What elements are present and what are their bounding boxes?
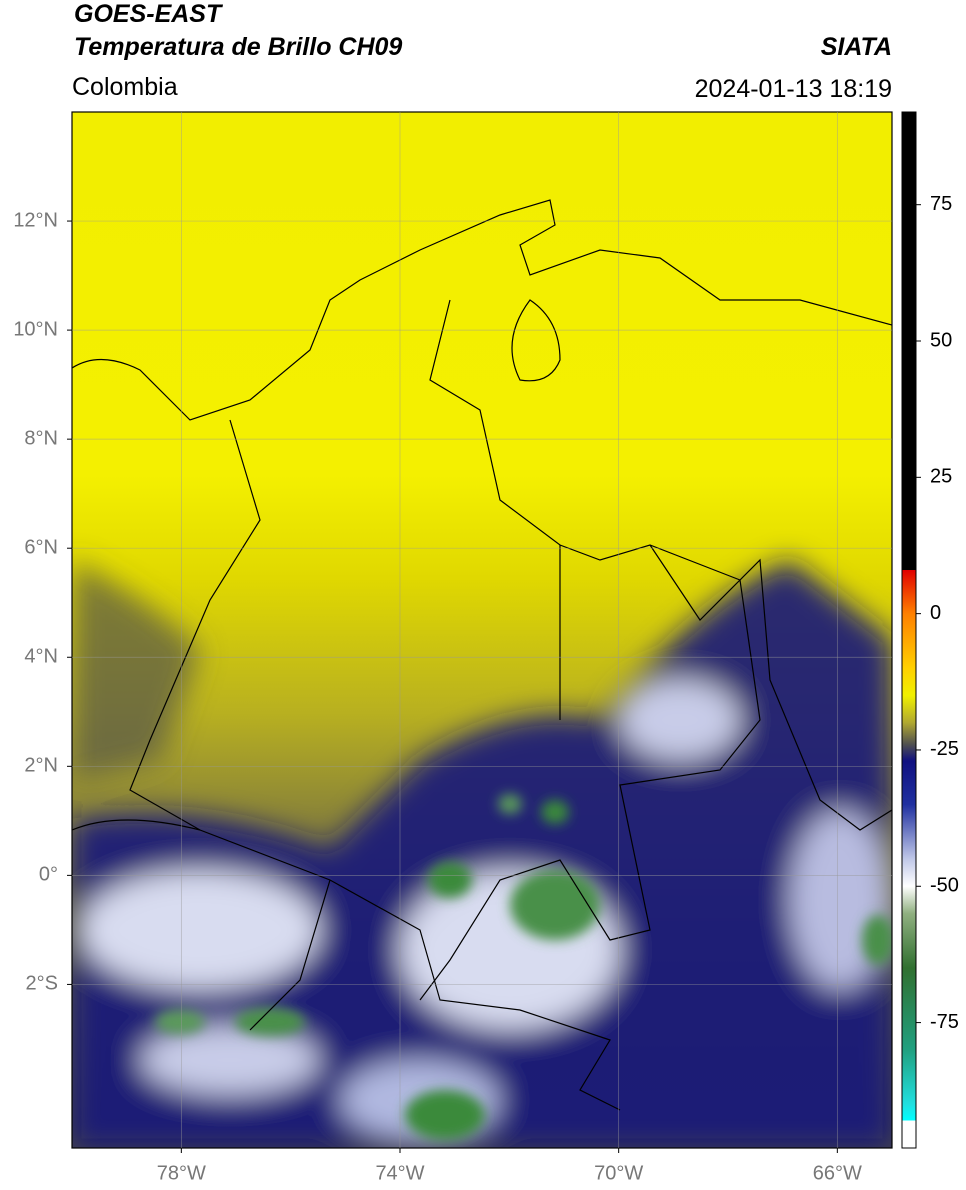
source: SIATA — [821, 33, 892, 61]
colorbar — [901, 111, 917, 1149]
satellite-image — [72, 112, 892, 1148]
colorbar-label: -25 — [930, 738, 959, 760]
colorbar-label: -50 — [930, 875, 959, 897]
y-tick-label: 6°N — [24, 536, 58, 558]
colorbar-label: -75 — [930, 1011, 959, 1033]
region: Colombia — [72, 73, 178, 101]
y-tick-label: 4°N — [24, 646, 58, 668]
map-frame — [71, 111, 893, 1149]
colorbar-label: 75 — [930, 193, 952, 215]
y-tick-label: 2°S — [26, 973, 58, 995]
datetime: 2024-01-13 18:19 — [695, 75, 892, 103]
y-tick-label: 8°N — [24, 427, 58, 449]
y-tick-label: 10°N — [13, 318, 58, 340]
x-tick-label: 66°W — [813, 1162, 862, 1184]
x-tick-label: 70°W — [594, 1162, 643, 1184]
colorbar-label: 0 — [930, 602, 941, 624]
product: Temperatura de Brillo CH09 — [74, 33, 402, 61]
y-tick-label: 2°N — [24, 755, 58, 777]
y-tick-label: 0° — [39, 864, 58, 886]
x-tick-label: 78°W — [157, 1162, 206, 1184]
colorbar-label: 50 — [930, 329, 952, 351]
satellite: GOES-EAST — [74, 0, 224, 28]
y-tick-label: 12°N — [13, 209, 58, 231]
colorbar-label: 25 — [930, 466, 952, 488]
x-tick-label: 74°W — [375, 1162, 424, 1184]
